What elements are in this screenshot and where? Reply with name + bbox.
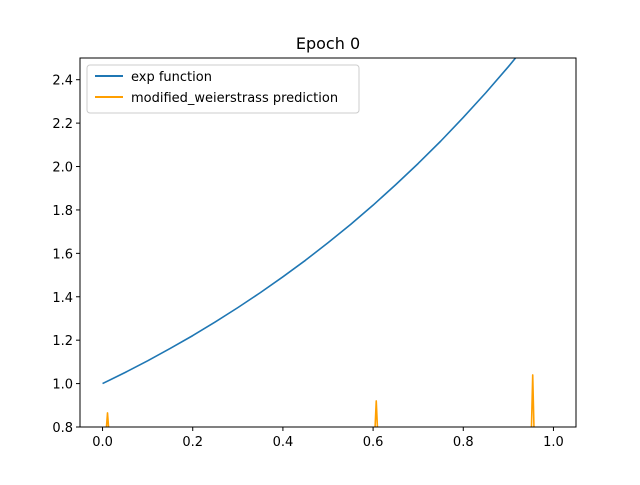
- y-tick-label: 2.2: [52, 117, 73, 132]
- legend-label-exp-function: exp function: [131, 70, 212, 85]
- y-tick-label: 1.6: [52, 247, 73, 262]
- series-line-1: [105, 374, 535, 427]
- y-tick-label: 1.8: [52, 204, 73, 219]
- y-tick-label: 2.4: [52, 74, 73, 89]
- x-tick-label: 0.8: [453, 435, 474, 450]
- y-tick-label: 1.0: [52, 378, 73, 393]
- x-tick-label: 0.4: [273, 435, 294, 450]
- y-tick-label: 1.4: [52, 291, 73, 306]
- x-tick-label: 0.2: [182, 435, 203, 450]
- y-tick-label: 1.2: [52, 334, 73, 349]
- y-tick-label: 2.0: [52, 161, 73, 176]
- plot-area-frame: [79, 57, 577, 428]
- x-tick-label: 0.6: [363, 435, 384, 450]
- y-tick-label: 0.8: [52, 421, 73, 436]
- x-tick-label: 1.0: [543, 435, 564, 450]
- legend: exp function modified_weierstrass predic…: [86, 64, 360, 114]
- x-tick-label: 0.0: [92, 435, 113, 450]
- series-line-0: [102, 58, 517, 385]
- chart-title: Epoch 0: [296, 34, 360, 53]
- legend-label-modified-weierstrass-prediction: modified_weierstrass prediction: [131, 91, 338, 106]
